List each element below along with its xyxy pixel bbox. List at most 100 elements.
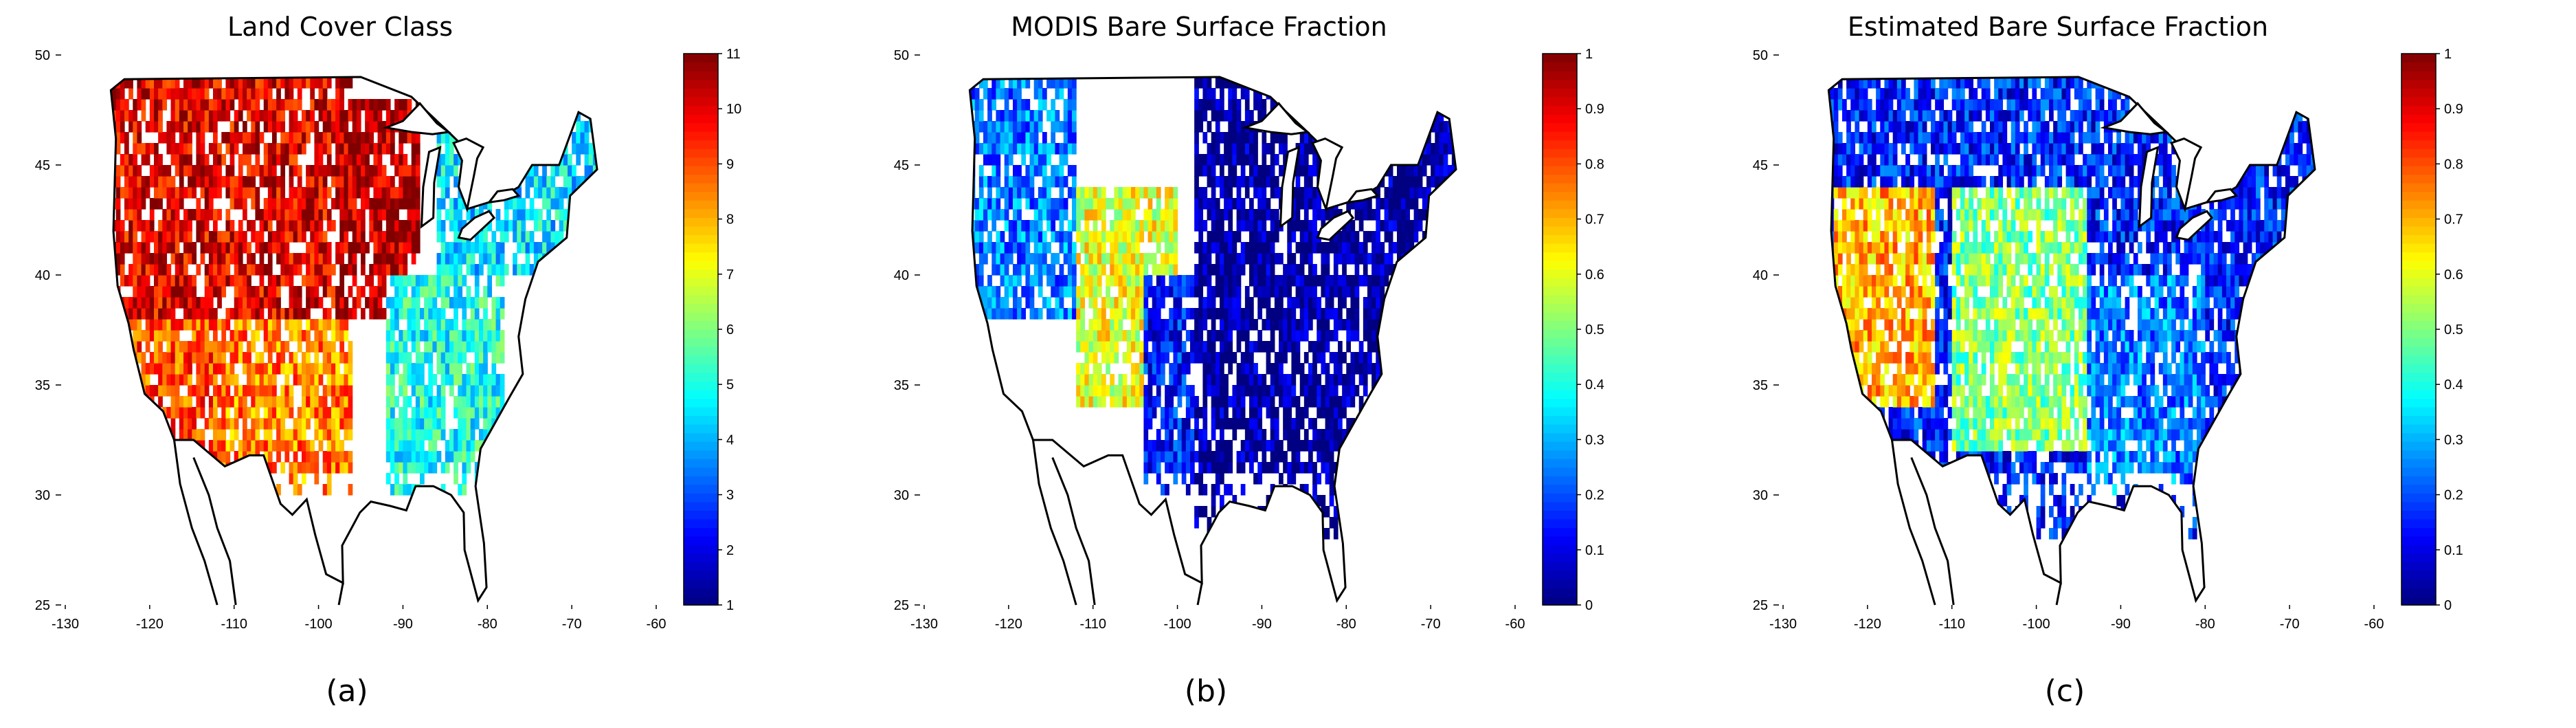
heat-cell [276,154,281,166]
heat-cell [483,242,488,254]
heat-cell [166,88,172,100]
heat-cell [508,176,513,188]
heat-cell [306,253,311,265]
heat-cell [1181,418,1187,430]
heat-cell [1173,242,1178,254]
heat-cell [1266,440,1271,452]
heat-cell [1126,396,1132,408]
heat-cell [339,198,345,210]
colorbar-segment [684,225,718,235]
heat-cell [1240,440,1246,452]
heat-cell [365,176,370,188]
heat-cell [175,220,180,232]
heat-cell [326,77,332,78]
heat-cell [111,220,113,232]
heat-cell [1088,275,1094,287]
heat-cell [992,99,997,111]
heat-cell [87,275,91,287]
heat-cell [1236,231,1242,243]
heat-cell [1046,143,1051,155]
heat-cell [407,209,412,221]
heat-cell [474,77,480,78]
heat-cell [1165,187,1169,199]
heat-cell [272,440,277,452]
heat-cell [1240,121,1246,133]
heat-cell [137,297,142,309]
heat-cell [361,154,366,166]
heat-cell [188,242,192,254]
heat-cell [213,121,218,133]
heat-cell [289,209,294,221]
heat-cell [306,330,311,342]
heat-cell [533,154,539,166]
heat-cell [124,209,129,221]
heat-cell [1126,275,1132,287]
heat-cell [377,110,383,122]
heat-cell [141,330,146,342]
heat-cell [111,286,117,298]
heat-cell [111,242,113,254]
heat-cell [470,330,475,342]
heat-cell [322,264,328,276]
heat-cell [1215,462,1220,474]
heat-cell [352,121,357,133]
heat-cell [1114,275,1119,287]
heat-cell [407,440,412,452]
heat-cell [1262,264,1267,276]
heat-cell [1055,297,1060,309]
heat-cell [1063,242,1068,254]
heat-cell [326,264,332,276]
heat-cell [361,220,366,232]
heat-cell [533,176,539,188]
heat-cell [377,297,383,309]
heat-cell [458,220,463,232]
heat-cell [267,253,273,265]
heat-cell [1244,297,1250,309]
heat-cell [112,55,117,67]
heat-cell [204,319,210,331]
heat-cell [213,418,218,430]
heat-cell [192,77,197,89]
heat-cell [592,121,598,133]
heat-cell [1017,55,1022,67]
heat-cell [247,363,251,375]
heat-cell [1220,154,1224,166]
heat-cell [1185,275,1191,287]
x-tick-label: -90 [393,617,413,632]
heat-cell [306,396,311,408]
heat-cell [533,242,539,254]
heat-cell [1000,121,1005,133]
heat-cell [483,429,488,441]
heat-cell [145,473,150,485]
heat-cell [592,220,598,232]
heat-cell [115,330,121,342]
heat-cell [1249,319,1254,331]
heat-cell [1262,77,1267,78]
heat-cell [1017,242,1022,254]
heat-cell [263,440,269,452]
heat-cell [128,220,133,232]
heat-cell [267,242,273,254]
heat-cell [365,154,370,166]
heat-cell [983,88,988,100]
heat-cell [437,55,442,67]
heat-cell [1198,506,1204,518]
heat-cell [137,319,142,331]
heat-cell [1131,396,1136,408]
heat-cell [221,264,227,276]
heat-cell [120,352,125,364]
heat-cell [335,88,340,100]
colorbar-segment [684,277,718,287]
heat-cell [1249,308,1254,320]
heat-cell [208,253,214,265]
heat-cell [234,319,239,331]
heat-cell [137,187,142,199]
heat-cell [1185,363,1191,375]
heat-cell [263,154,269,166]
heat-cell [1215,209,1220,221]
heat-cell [280,363,286,375]
heat-cell [1211,330,1216,342]
heat-cell [1004,176,1009,188]
heat-cell [411,363,416,375]
heat-cell [141,110,146,122]
